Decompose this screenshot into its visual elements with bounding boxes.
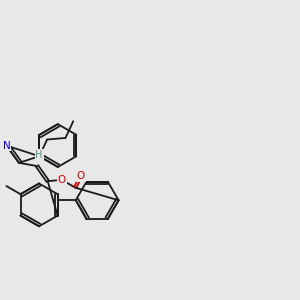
Text: O: O xyxy=(58,175,66,185)
Text: O: O xyxy=(76,171,85,181)
Text: N: N xyxy=(2,140,10,151)
Text: H: H xyxy=(35,150,43,160)
Text: N: N xyxy=(35,151,43,161)
